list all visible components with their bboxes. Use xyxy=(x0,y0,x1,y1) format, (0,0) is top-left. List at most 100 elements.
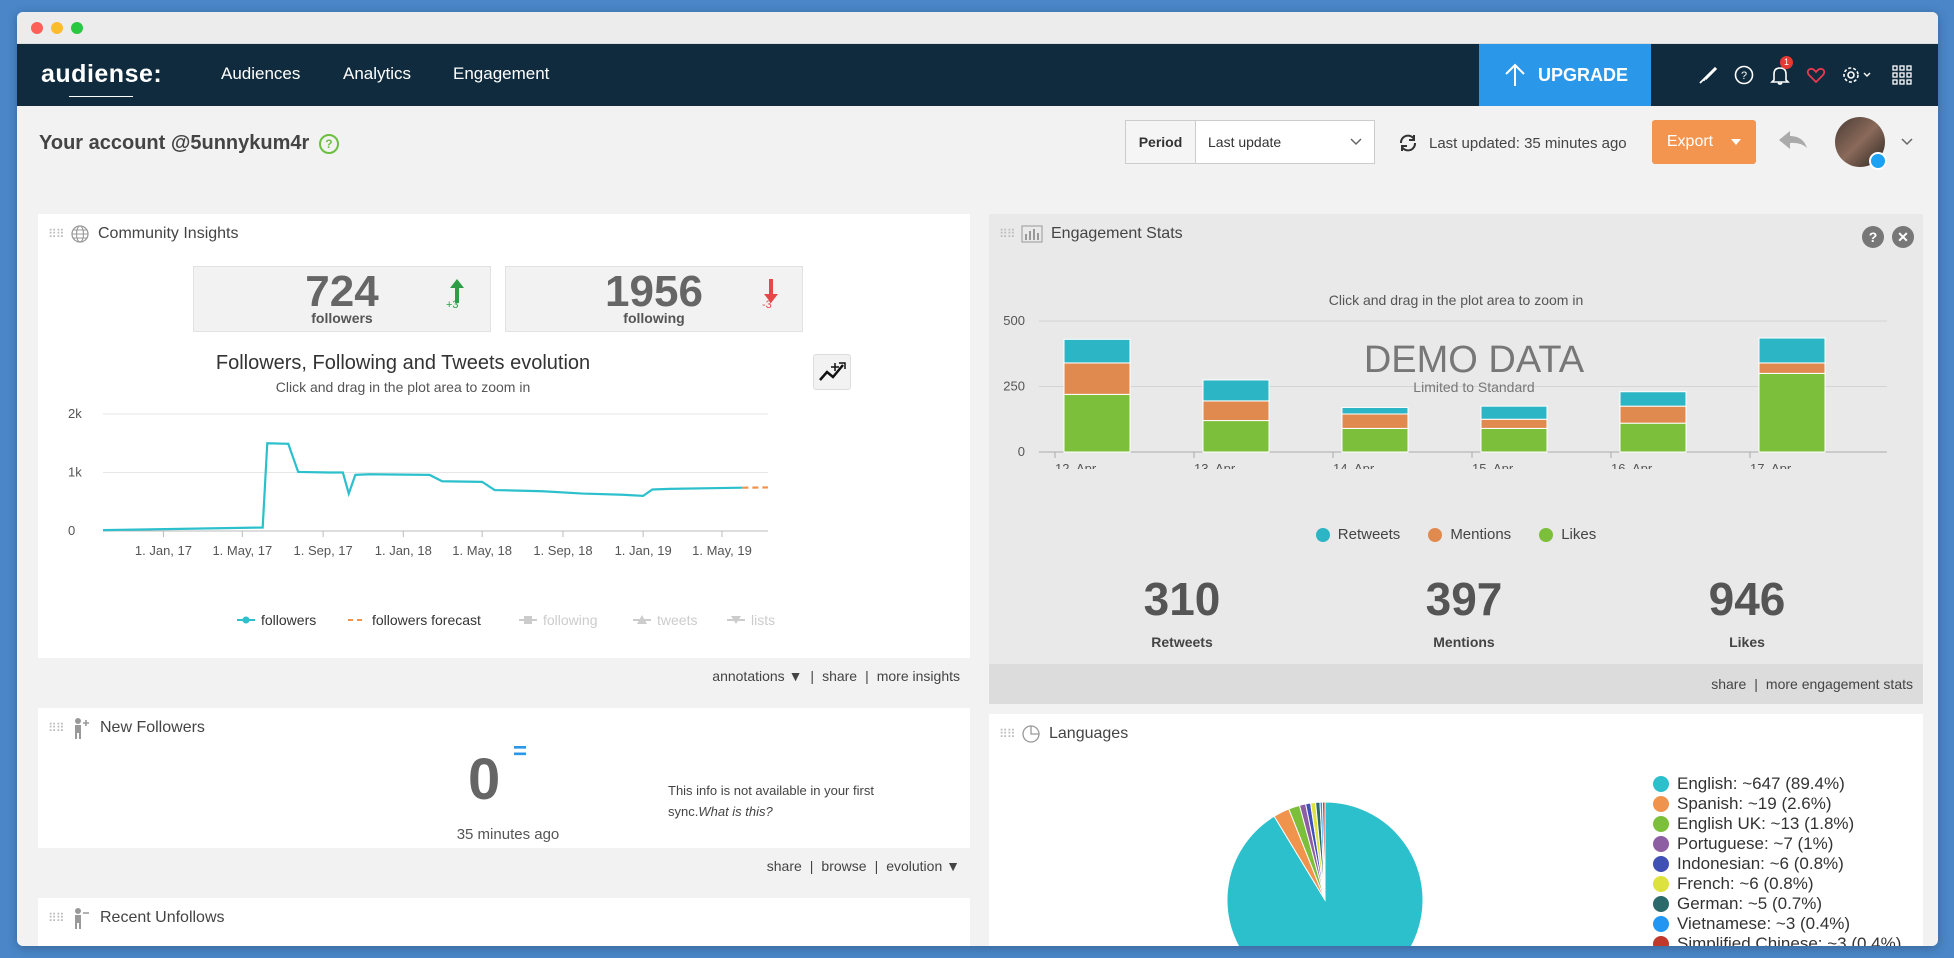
nav-analytics[interactable]: Analytics xyxy=(343,64,412,83)
help-icon[interactable]: ? xyxy=(1729,60,1759,90)
language-item[interactable]: Indonesian: ~6 (0.8%) xyxy=(1653,854,1844,874)
likes-total: 946 xyxy=(1708,573,1786,625)
panel-header: ⠿⠿ Recent Unfollows xyxy=(38,898,970,938)
bar-mentions xyxy=(1480,418,1548,429)
what-is-this-link[interactable]: What is this? xyxy=(698,804,773,819)
chart-title: Followers, Following and Tweets evolutio… xyxy=(215,352,591,374)
refresh-icon[interactable] xyxy=(1397,132,1419,154)
legend-tweets[interactable]: tweets xyxy=(633,612,697,628)
share-link[interactable]: share xyxy=(766,858,802,874)
export-label: Export xyxy=(1666,133,1714,150)
language-item[interactable]: Vietnamese: ~3 (0.4%) xyxy=(1653,914,1850,934)
language-item[interactable]: English UK: ~13 (1.8%) xyxy=(1653,814,1854,834)
browse-link[interactable]: browse xyxy=(821,858,867,874)
apps-grid-icon[interactable] xyxy=(1887,60,1917,90)
legend-followers[interactable]: followers xyxy=(237,612,316,628)
panel-header: ⠿⠿ Languages xyxy=(989,714,1923,754)
legend-lists[interactable]: lists xyxy=(727,612,775,628)
drag-handle-icon[interactable]: ⠿⠿ xyxy=(48,911,65,925)
period-selector[interactable]: Period Last update xyxy=(1125,120,1375,164)
language-label: French: ~6 (0.8%) xyxy=(1677,874,1814,893)
language-item[interactable]: Portuguese: ~7 (1%) xyxy=(1653,834,1833,854)
bar-mentions xyxy=(1341,413,1409,429)
x-tick-label: 1. Jan, 18 xyxy=(375,543,432,558)
top-navigation: audiense: Audiences Analytics Engagement… xyxy=(17,44,1938,106)
back-arrow-icon[interactable] xyxy=(1777,128,1809,157)
browser-window: audiense: Audiences Analytics Engagement… xyxy=(17,12,1938,946)
heart-icon[interactable] xyxy=(1801,60,1831,90)
bar-retweets xyxy=(1480,405,1548,420)
nav-engagement[interactable]: Engagement xyxy=(453,64,550,83)
language-item[interactable]: French: ~6 (0.8%) xyxy=(1653,874,1814,894)
followers-line-chart[interactable]: 0 1k 2k 1. Jan, 17 1. May, 17 1. Sep, 17 1. Ja… xyxy=(38,404,970,564)
language-item[interactable]: German: ~5 (0.7%) xyxy=(1653,894,1822,914)
drag-handle-icon[interactable]: ⠿⠿ xyxy=(999,227,1016,241)
legend-following[interactable]: following xyxy=(519,612,597,628)
new-followers-count: 0 xyxy=(468,747,501,812)
language-label: Portuguese: ~7 (1%) xyxy=(1677,834,1834,853)
more-engagement-stats-link[interactable]: more engagement stats xyxy=(1765,676,1913,692)
drag-handle-icon[interactable]: ⠿⠿ xyxy=(48,227,65,241)
notifications-bell-icon[interactable]: 1 xyxy=(1765,56,1795,90)
share-link[interactable]: share xyxy=(822,668,858,684)
last-updated: Last updated: 35 minutes ago xyxy=(1397,132,1627,154)
user-minus-icon xyxy=(75,908,89,929)
logo[interactable]: audiense: xyxy=(41,60,163,88)
new-followers-panel: ⠿⠿ New Followers 0 = 35 minutes ago This… xyxy=(38,708,970,884)
x-tick-label: 1. Sep, 17 xyxy=(293,543,352,558)
nav-audiences[interactable]: Audiences xyxy=(221,64,301,83)
legend-likes[interactable]: Likes xyxy=(1539,526,1596,543)
more-insights-link[interactable]: more insights xyxy=(876,668,960,684)
legend-label: following xyxy=(543,612,598,628)
chart-legend: followers followers forecast following t… xyxy=(38,612,970,632)
annotations-link[interactable]: annotations ▼ xyxy=(712,668,803,684)
minimize-window-button[interactable] xyxy=(51,22,63,34)
followers-delta: +3 xyxy=(446,299,459,311)
x-tick-label: 15. Apr xyxy=(1472,461,1514,469)
arrow-down-red-icon xyxy=(764,279,778,303)
export-button[interactable]: Export xyxy=(1652,120,1756,164)
bar-likes xyxy=(1758,372,1826,453)
legend-followers-forecast[interactable]: followers forecast xyxy=(348,612,481,628)
drag-handle-icon[interactable]: ⠿⠿ xyxy=(999,727,1016,741)
language-item[interactable]: English: ~647 (89.4%) xyxy=(1653,774,1845,794)
mentions-label: Mentions xyxy=(1433,634,1495,650)
close-icon[interactable]: ✕ xyxy=(1892,226,1914,248)
legend-label: followers xyxy=(261,612,317,628)
equal-indicator: = xyxy=(513,738,528,765)
brush-icon[interactable] xyxy=(1693,60,1723,90)
notification-badge: 1 xyxy=(1780,56,1793,69)
legend-retweets[interactable]: Retweets xyxy=(1315,526,1401,543)
mentions-total: 397 xyxy=(1425,573,1503,625)
x-tick-label: 1. Sep, 18 xyxy=(533,543,592,558)
settings-gear-icon[interactable] xyxy=(1839,60,1875,90)
legend-label: Retweets xyxy=(1337,526,1401,543)
bar-mentions xyxy=(1619,405,1687,424)
bar-retweets xyxy=(1202,379,1270,402)
chart-toggle-button[interactable] xyxy=(813,354,851,390)
evolution-link[interactable]: evolution ▼ xyxy=(886,858,960,874)
account-help-icon[interactable]: ? xyxy=(318,133,339,154)
language-color-dot xyxy=(1653,816,1669,832)
drag-handle-icon[interactable]: ⠿⠿ xyxy=(48,721,65,735)
engagement-bar-chart[interactable]: 0 250 500 12. Apr 13. Apr 14. Apr 15. Apr 16. A… xyxy=(989,309,1923,469)
maximize-window-button[interactable] xyxy=(71,22,83,34)
upgrade-button[interactable]: UPGRADE xyxy=(1479,44,1651,106)
close-window-button[interactable] xyxy=(31,22,43,34)
bar-likes xyxy=(1341,427,1409,453)
language-item[interactable]: Spanish: ~19 (2.6%) xyxy=(1653,794,1832,814)
share-link[interactable]: share xyxy=(1711,676,1747,692)
panel-title: Engagement Stats xyxy=(1051,225,1183,242)
language-item[interactable]: Simplified Chinese: ~3 (0.4%) xyxy=(1653,934,1901,946)
languages-pie-chart[interactable] xyxy=(989,714,1923,946)
avatar-chevron-icon[interactable] xyxy=(1901,138,1913,146)
language-color-dot xyxy=(1653,836,1669,852)
legend-label: Mentions xyxy=(1450,526,1512,543)
x-tick-label: 1. Jan, 19 xyxy=(615,543,672,558)
period-dropdown[interactable]: Last update xyxy=(1196,121,1374,163)
legend-label: tweets xyxy=(657,612,698,628)
legend-mentions[interactable]: Mentions xyxy=(1428,526,1511,543)
panel-title: Community Insights xyxy=(98,225,239,242)
help-icon[interactable]: ? xyxy=(1862,226,1884,248)
arrow-up-green-icon xyxy=(450,279,464,303)
